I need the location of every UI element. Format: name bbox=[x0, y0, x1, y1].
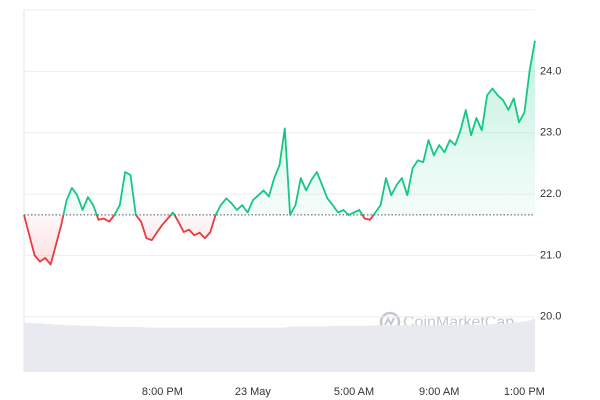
y-tick-label: 22.0 bbox=[540, 188, 561, 200]
x-tick-label: 23 May bbox=[235, 386, 272, 398]
x-tick-label: 5:00 AM bbox=[334, 386, 374, 398]
volume-area bbox=[24, 318, 535, 372]
x-tick-label: 9:00 AM bbox=[419, 386, 459, 398]
x-tick-label: 1:00 PM bbox=[504, 386, 545, 398]
y-tick-label: 20.0 bbox=[540, 311, 561, 323]
y-tick-label: 23.0 bbox=[540, 127, 561, 139]
price-line bbox=[23, 40, 536, 266]
price-area bbox=[24, 40, 535, 265]
x-tick-label: 8:00 PM bbox=[142, 386, 183, 398]
y-tick-label: 24.0 bbox=[540, 65, 561, 77]
y-tick-label: 21.0 bbox=[540, 249, 561, 261]
